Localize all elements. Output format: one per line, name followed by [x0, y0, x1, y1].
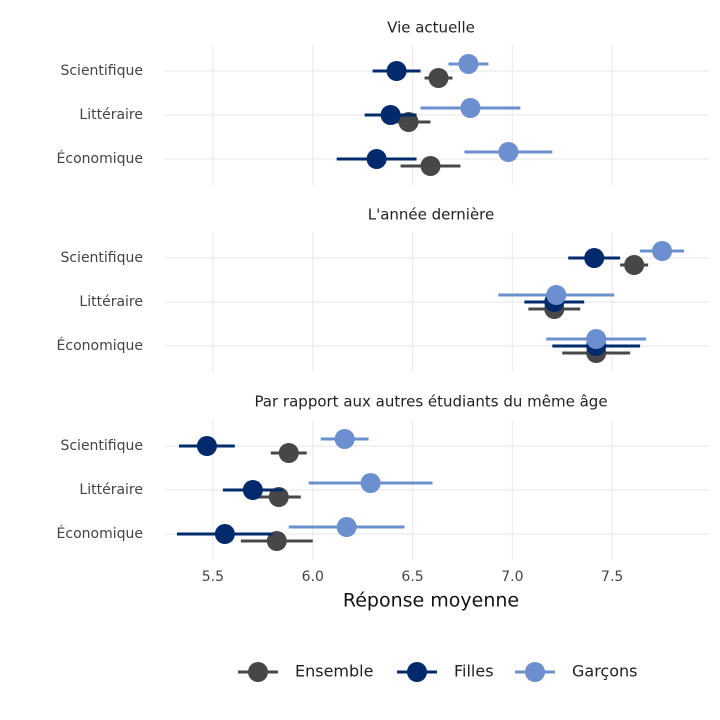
dot	[460, 98, 481, 118]
dot	[498, 142, 519, 162]
dot	[398, 112, 419, 132]
dot	[366, 149, 387, 169]
x-tick-label: 6.5	[401, 569, 423, 585]
y-tick-label: Littéraire	[79, 294, 143, 310]
dot	[336, 517, 357, 537]
y-tick-label: Scientifique	[60, 63, 143, 79]
dot	[458, 54, 479, 74]
y-tick-label: Littéraire	[79, 482, 143, 498]
dot	[242, 480, 263, 500]
x-axis-label: Réponse moyenne	[343, 590, 519, 612]
y-tick-label: Économique	[57, 150, 143, 167]
dot	[278, 443, 299, 463]
y-tick-label: Littéraire	[79, 107, 143, 123]
dot	[268, 487, 289, 507]
facet-title: Par rapport aux autres étudiants du même…	[254, 393, 607, 411]
dot	[360, 473, 381, 493]
facet-title: L'année dernière	[368, 206, 495, 224]
x-tick-label: 7.5	[601, 569, 623, 585]
dot	[586, 329, 607, 349]
dot	[652, 241, 673, 261]
dot	[380, 105, 401, 125]
dot	[196, 436, 217, 456]
legend-label: Garçons	[572, 662, 638, 681]
dot	[386, 61, 407, 81]
y-tick-label: Scientifique	[60, 250, 143, 266]
y-tick-label: Économique	[57, 525, 143, 542]
dot	[266, 531, 287, 551]
legend-key	[407, 662, 427, 682]
x-tick-label: 5.5	[202, 569, 224, 585]
dot	[624, 255, 645, 275]
dot	[584, 248, 605, 268]
x-tick-label: 6.0	[302, 569, 324, 585]
x-tick-label: 7.0	[501, 569, 523, 585]
y-tick-label: Économique	[57, 337, 143, 354]
legend-label: Ensemble	[295, 662, 373, 681]
facet-title: Vie actuelle	[387, 19, 475, 37]
legend-label: Filles	[454, 662, 494, 681]
legend-key	[248, 662, 268, 682]
dot	[546, 285, 567, 305]
dot	[420, 156, 441, 176]
y-tick-label: Scientifique	[60, 438, 143, 454]
dot	[214, 524, 235, 544]
dot	[334, 429, 355, 449]
dot	[428, 68, 449, 88]
legend-key	[525, 662, 545, 682]
